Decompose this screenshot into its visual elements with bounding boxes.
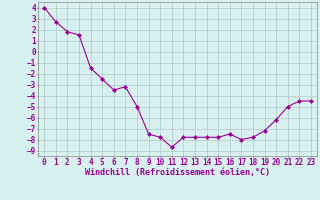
X-axis label: Windchill (Refroidissement éolien,°C): Windchill (Refroidissement éolien,°C) <box>85 168 270 177</box>
